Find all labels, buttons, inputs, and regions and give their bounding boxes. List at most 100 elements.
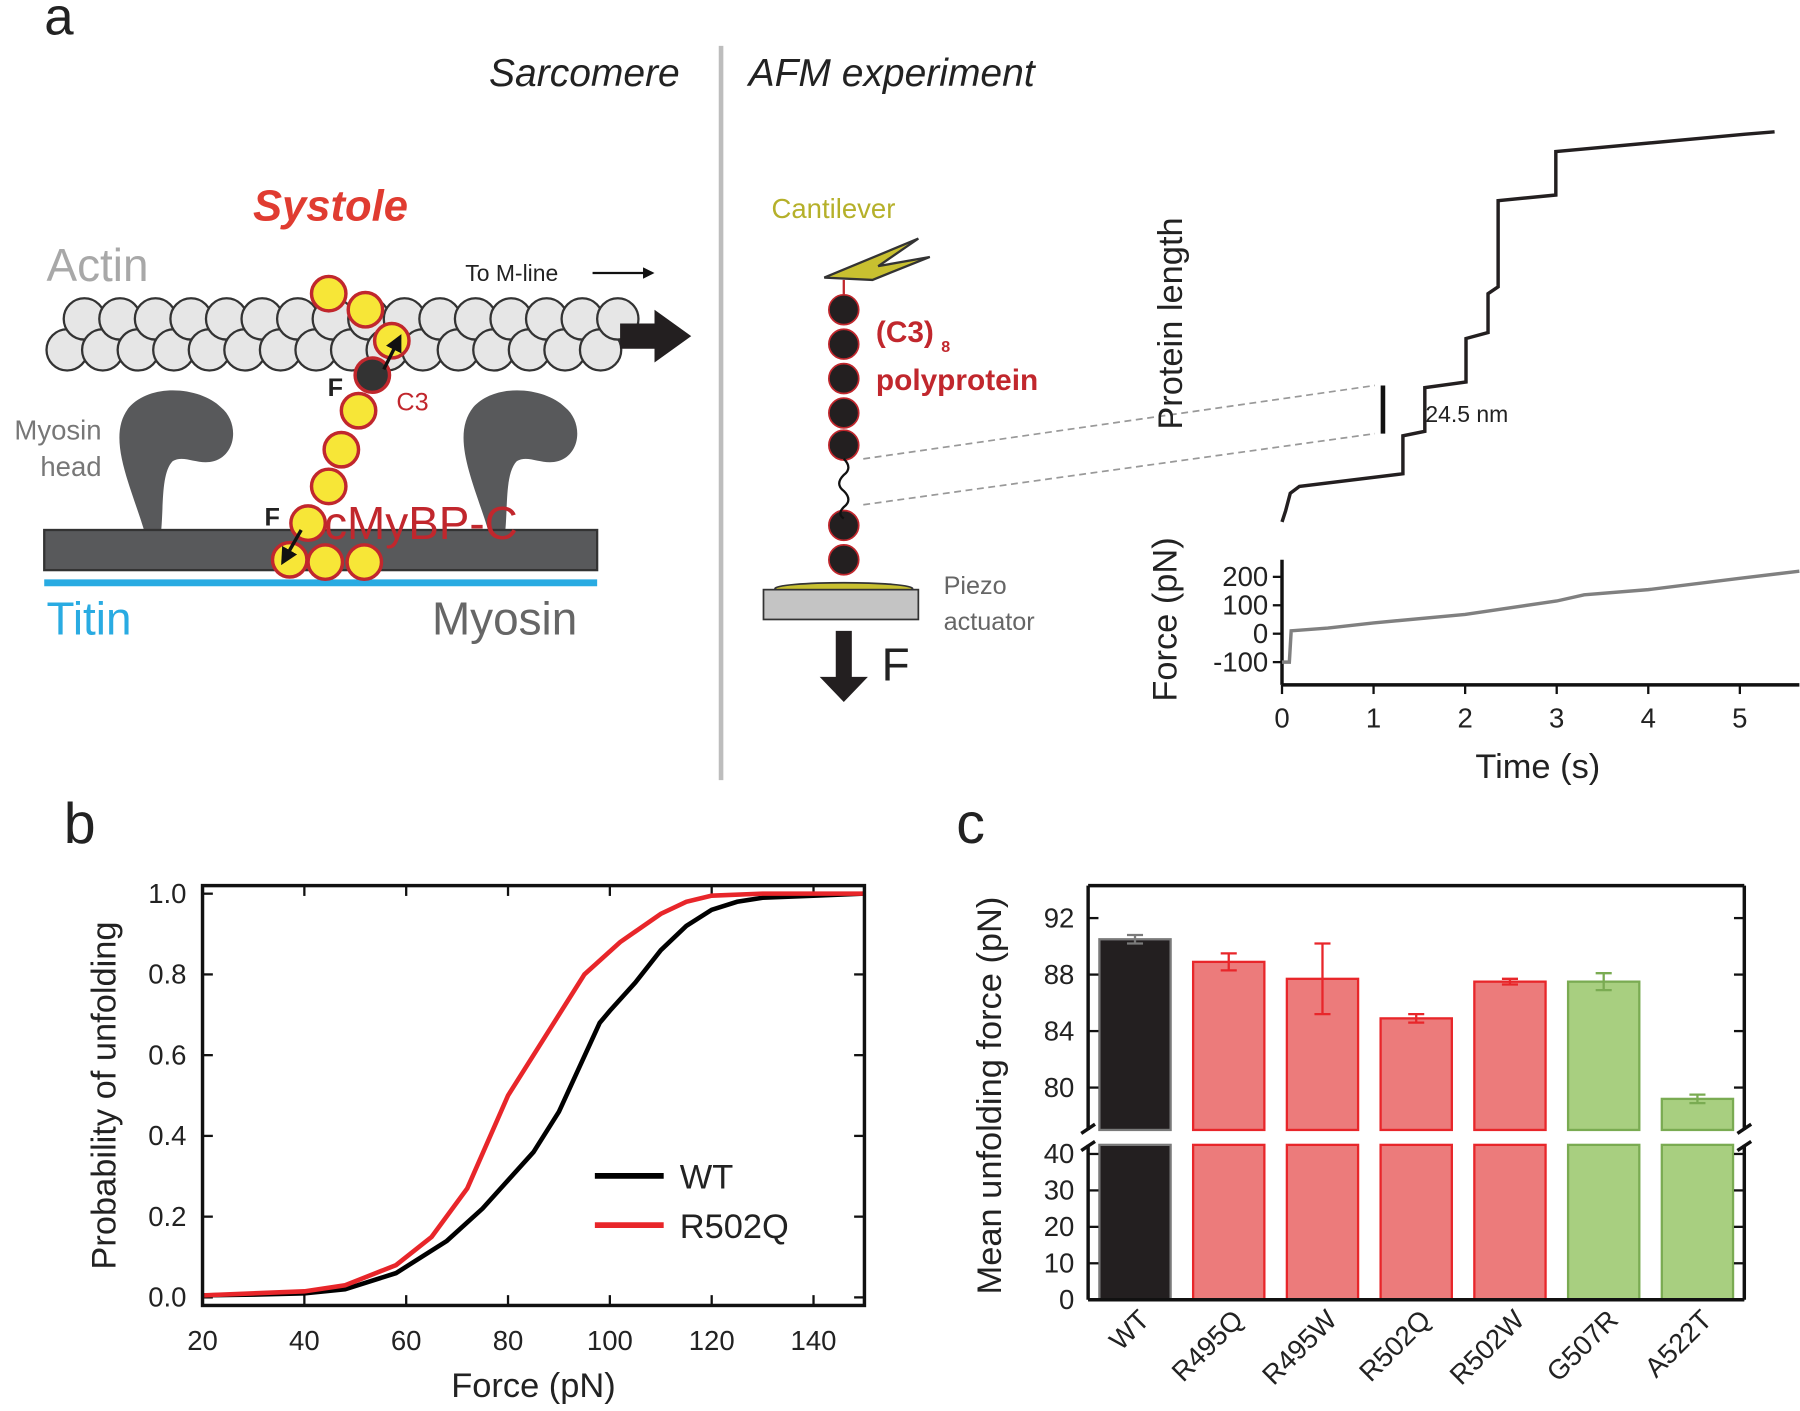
cdf-line <box>202 891 865 1298</box>
bar-lower <box>1191 1143 1266 1301</box>
x-tick-label: 140 <box>791 1325 837 1356</box>
y-tick-label: 0.0 <box>148 1282 186 1313</box>
domain <box>306 543 345 582</box>
axis-break <box>1736 1139 1753 1153</box>
x-tick-label: 100 <box>587 1325 633 1356</box>
bar-upper <box>1191 960 1266 1132</box>
y-tick-label: 88 <box>1044 959 1075 990</box>
domain <box>322 430 361 469</box>
c3-label: C3 <box>396 389 428 417</box>
axis-break <box>1080 1122 1096 1135</box>
x-tick-label: 5 <box>1732 702 1747 733</box>
polyprotein-subscript: 8 <box>941 338 950 356</box>
y-axis-label: Probability of unfolding <box>85 921 123 1269</box>
force-arrow <box>382 334 402 371</box>
domain <box>828 509 860 542</box>
axis-break <box>1736 1122 1753 1135</box>
x-tick-label: 40 <box>289 1325 320 1356</box>
heading: AFM experiment <box>747 52 1037 95</box>
y-tick-label: 0.4 <box>148 1120 186 1151</box>
bar-lower <box>1098 1143 1172 1301</box>
x-tick-label: 1 <box>1366 702 1381 733</box>
force-label: F <box>328 374 343 402</box>
myosin-head <box>463 390 578 530</box>
domain <box>339 391 378 430</box>
y-tick-label: 100 <box>1222 589 1268 620</box>
y-axis-label: Mean unfolding force (pN) <box>971 897 1009 1295</box>
polyprotein <box>828 293 860 576</box>
y-tick-label: 80 <box>1044 1072 1075 1103</box>
y-tick-label: 10 <box>1044 1247 1075 1278</box>
axis-break <box>1080 1139 1096 1153</box>
y-tick-label: 0 <box>1253 618 1268 649</box>
heading: Sarcomere <box>489 52 680 95</box>
x-tick-label: R502W <box>1443 1304 1530 1391</box>
x-tick-label: 120 <box>689 1325 735 1356</box>
x-tick-label: 20 <box>187 1325 218 1356</box>
bar-upper <box>1098 938 1172 1132</box>
domain <box>828 397 860 429</box>
direction-arrow <box>620 309 692 363</box>
y-tick-label: 0.6 <box>148 1039 186 1070</box>
legend-label: R502Q <box>680 1208 789 1246</box>
y-tick-label: 0.2 <box>148 1201 186 1232</box>
bar-upper <box>1566 980 1641 1132</box>
x-tick-label: R495W <box>1256 1304 1343 1391</box>
x-tick-label: A522T <box>1638 1304 1717 1383</box>
legend-label: WT <box>680 1158 734 1196</box>
bar-lower <box>1379 1143 1453 1301</box>
y-tick-label: 40 <box>1044 1138 1075 1169</box>
y-tick-label: 84 <box>1044 1015 1075 1046</box>
x-tick-label: 80 <box>493 1325 524 1356</box>
myosin-label: Myosin <box>432 592 577 644</box>
force-trace <box>1282 569 1800 664</box>
annotation: To M-line <box>465 260 558 286</box>
bar-lower <box>1660 1143 1735 1301</box>
panel-label: c <box>956 792 985 856</box>
domain <box>309 467 348 506</box>
actin-label: Actin <box>47 239 149 291</box>
piezo-label: Piezo <box>944 572 1007 600</box>
domain <box>828 544 860 576</box>
y-tick-label: 30 <box>1044 1175 1075 1206</box>
domain <box>828 328 860 360</box>
cmybpc-chain <box>270 274 411 582</box>
guide-line <box>863 384 1376 460</box>
y-tick-label: 0 <box>1059 1284 1074 1315</box>
myosin-head-label: Myosin <box>14 414 101 445</box>
force-label: F <box>264 503 279 531</box>
domain <box>353 356 392 395</box>
piezo-label: actuator <box>944 608 1035 636</box>
x-tick-label: 2 <box>1457 702 1472 733</box>
x-axis-label: Time (s) <box>1475 748 1600 786</box>
pull-force-label: F <box>882 638 910 690</box>
x-tick-label: 60 <box>391 1325 422 1356</box>
x-tick-label: 0 <box>1274 702 1289 733</box>
bar-lower <box>1473 1143 1547 1301</box>
domain <box>289 504 327 543</box>
bar-lower <box>1285 1143 1360 1301</box>
systole-label: Systole <box>253 182 408 230</box>
x-tick-label: 3 <box>1549 702 1564 733</box>
domain <box>309 274 348 313</box>
cantilever <box>823 237 931 282</box>
length-trace <box>1280 130 1775 523</box>
myosin-head-label: head <box>40 451 101 482</box>
y-axis-label: Force (pN) <box>1146 537 1184 701</box>
cdf-line <box>202 891 865 1298</box>
plot-frame <box>200 883 867 1308</box>
myosin-head <box>119 390 234 530</box>
x-tick-label: G507R <box>1540 1304 1624 1388</box>
pull-arrow <box>819 630 868 703</box>
panel-label: a <box>44 0 74 46</box>
cmybpc-label: cMyBP-C <box>324 497 518 549</box>
x-tick-label: 4 <box>1641 702 1656 733</box>
actin-filament <box>45 297 640 372</box>
y-tick-label: 20 <box>1044 1211 1075 1242</box>
domain <box>828 362 860 395</box>
y-tick-label: 1.0 <box>148 878 186 909</box>
x-tick-label: R495Q <box>1165 1304 1249 1388</box>
y-tick-label: -100 <box>1213 646 1268 677</box>
x-tick-label: R502Q <box>1353 1304 1437 1388</box>
